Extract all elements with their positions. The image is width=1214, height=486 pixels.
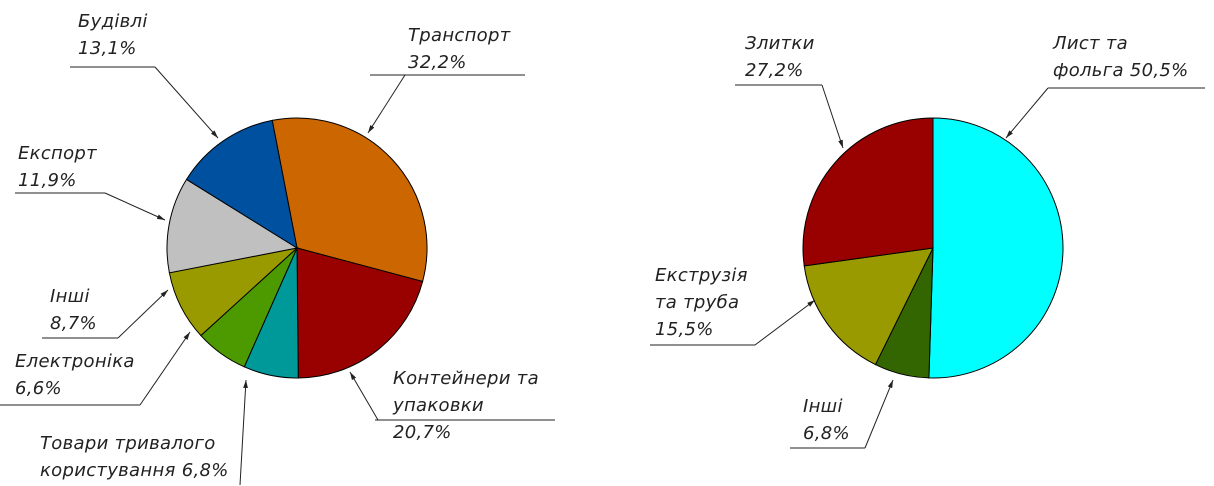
- slice-name: Інші: [803, 396, 843, 417]
- slice-label: Електроніка 6,6%: [15, 348, 145, 402]
- slice-label: Контейнери та упаковки 20,7%: [393, 365, 545, 446]
- slice-name: Екструзія та труба: [655, 265, 748, 313]
- slice-label: Експорт 11,9%: [18, 140, 108, 194]
- pie-slice: [928, 117, 1064, 379]
- slice-name: Товари тривалого користування: [40, 433, 216, 481]
- leader-arrow: [864, 379, 894, 449]
- slice-value: 32,2%: [408, 52, 467, 73]
- leader-arrow: [754, 299, 816, 346]
- slice-label: Будівлі 13,1%: [78, 8, 158, 62]
- slice-value: 8,7%: [50, 313, 97, 334]
- pie-slice: [185, 119, 298, 250]
- slice-value: 20,7%: [393, 422, 452, 443]
- slice-label: Інші 6,8%: [803, 393, 863, 447]
- slice-name: Контейнери та упаковки: [393, 368, 539, 416]
- slice-value: 27,2%: [745, 60, 804, 81]
- slice-label: Лист та фольга 50,5%: [1053, 30, 1203, 84]
- pie-slice: [296, 247, 424, 379]
- leader-arrow: [349, 371, 379, 421]
- pie-slice: [166, 178, 299, 274]
- pie-slice: [802, 117, 934, 267]
- slice-name: Експорт: [18, 143, 97, 164]
- leader-arrow: [117, 289, 169, 339]
- slice-name: Транспорт: [408, 25, 511, 46]
- slice-value: 6,8%: [181, 460, 229, 481]
- slice-name: Злитки: [745, 33, 815, 54]
- slice-value: 13,1%: [78, 38, 137, 59]
- slice-name: Електроніка: [15, 351, 135, 372]
- leader-arrow: [154, 66, 219, 139]
- slice-value: 6,6%: [15, 378, 62, 399]
- leader-arrow: [139, 331, 191, 406]
- slice-label: Екструзія та труба 15,5%: [655, 262, 755, 343]
- slice-label: Транспорт 32,2%: [408, 22, 528, 76]
- leader-arrow: [104, 192, 166, 221]
- slice-value: 15,5%: [655, 319, 714, 340]
- slice-value: 50,5%: [1129, 60, 1189, 81]
- slice-label: Злитки 27,2%: [745, 30, 825, 84]
- slice-value: 6,8%: [803, 423, 850, 444]
- slice-label: Товари тривалого користування 6,8%: [40, 430, 250, 484]
- slice-label: Інші 8,7%: [50, 283, 110, 337]
- leader-arrow: [1005, 87, 1049, 139]
- pie-slice: [803, 247, 934, 366]
- leader-arrow: [239, 379, 248, 486]
- slice-name: Інші: [50, 286, 90, 307]
- slice-value: 11,9%: [18, 170, 77, 191]
- pie-slice: [271, 117, 428, 283]
- leader-arrow: [367, 74, 406, 134]
- slice-name: Лист та фольга: [1053, 33, 1128, 81]
- slice-name: Будівлі: [78, 11, 148, 32]
- leader-arrow: [821, 84, 844, 149]
